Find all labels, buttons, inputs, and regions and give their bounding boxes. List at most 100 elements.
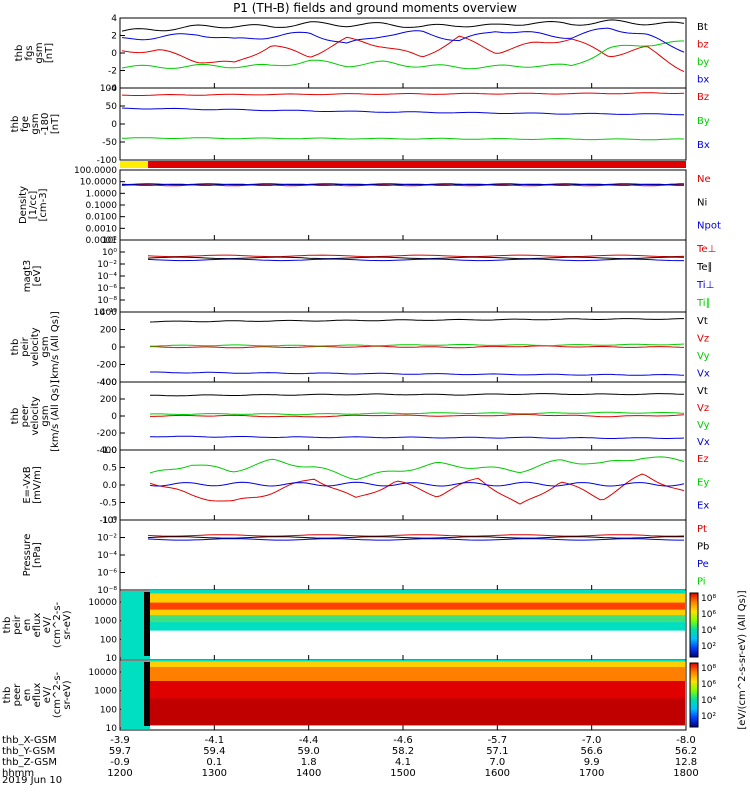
legend-peir-velocity-Vx: Vx bbox=[697, 369, 710, 380]
trace-magt3-2 bbox=[147, 258, 684, 262]
xaxis-value: 1700 bbox=[579, 768, 604, 779]
ylabel-density: Density bbox=[18, 186, 29, 224]
ytick-label-fge-gsm: -100 bbox=[97, 156, 118, 166]
heatmap-band-peir-eflux-4 bbox=[150, 615, 685, 624]
heatmap-gap-peir-eflux bbox=[144, 592, 150, 656]
heatmap-band-peer-eflux-0 bbox=[150, 660, 685, 663]
ytick-label-peir-velocity: -200 bbox=[97, 361, 118, 371]
series-peer-velocity-Vx bbox=[149, 435, 685, 439]
ylabel-peer-eflux: eV/ bbox=[42, 686, 53, 703]
xaxis-value: 59.0 bbox=[298, 746, 320, 757]
colorbar-tick-7: 10² bbox=[701, 712, 716, 722]
series-fgs-gsm-by bbox=[121, 40, 684, 70]
ytick-label-peir-velocity: 400 bbox=[100, 308, 117, 318]
ylabel-fgs-gsm: gsm bbox=[34, 42, 45, 63]
ylabel-peer-velocity: [km/s (All Qs)] bbox=[50, 380, 61, 452]
xaxis-value: 1400 bbox=[296, 768, 321, 779]
legend-fgs-gsm-bz: bz bbox=[697, 40, 709, 51]
ytick-label-peer-velocity: 200 bbox=[100, 395, 117, 405]
ylabel-peer-eflux: sr-eV) bbox=[62, 680, 73, 709]
legend-pressure-2: Pe bbox=[697, 559, 709, 570]
xaxis-row-label: thb_Y-GSM bbox=[2, 746, 55, 757]
legend-peer-velocity-Vz: Vz bbox=[697, 403, 709, 414]
ytick-label-peer-eflux: 10000 bbox=[88, 668, 117, 678]
legend-peer-velocity-Vt: Vt bbox=[697, 386, 708, 397]
ylabel-peir-velocity: velocity bbox=[30, 327, 41, 366]
ytick-label-magt3: 10⁻⁴ bbox=[97, 272, 117, 282]
ylabel-peer-eflux: eflux bbox=[32, 683, 43, 708]
series-peer-velocity-Vt bbox=[150, 393, 685, 397]
legend-fge-gsm-Bx: Bx bbox=[697, 140, 710, 151]
colorbar-tick-6: 10⁴ bbox=[701, 696, 716, 706]
ytick-label-density: 10.0000 bbox=[80, 178, 117, 188]
ytick-label-pressure: 10⁻⁸ bbox=[97, 586, 117, 596]
heatmap-band-peir-eflux-5 bbox=[150, 622, 685, 632]
ytick-label-density: 0.0100 bbox=[86, 213, 118, 223]
ytick-label-peer-velocity: -200 bbox=[97, 429, 118, 439]
legend-pressure-1: Pb bbox=[697, 542, 709, 553]
legend-peer-velocity-Vy: Vy bbox=[697, 420, 710, 431]
series-E-field-Ez bbox=[149, 473, 685, 505]
series-fge-gsm-Bz bbox=[121, 92, 685, 96]
panel-frame-density bbox=[119, 169, 687, 241]
legend-magt3-1: Te∥ bbox=[696, 262, 713, 273]
xaxis-value: 56.2 bbox=[675, 746, 697, 757]
ytick-label-peer-eflux: 10 bbox=[106, 724, 118, 734]
ylabel-peir-velocity: peir bbox=[20, 336, 31, 356]
ylabel-peer-eflux: (cm^2-s- bbox=[52, 671, 63, 718]
xaxis-value: -3.9 bbox=[110, 735, 130, 746]
series-peir-velocity-Vz bbox=[150, 345, 685, 349]
ylabel-fgs-gsm: fgs bbox=[24, 45, 35, 60]
heatmap-band-peer-eflux-4 bbox=[150, 698, 685, 726]
ytick-label-peir-velocity: -400 bbox=[97, 378, 118, 388]
xaxis-value: 1300 bbox=[202, 768, 227, 779]
legend-fge-gsm-By: By bbox=[697, 116, 710, 127]
ylabel-magt3: [eV] bbox=[32, 266, 43, 287]
legend-E-field-Ex: Ex bbox=[697, 501, 709, 512]
panel-frame-fge-gsm bbox=[119, 87, 687, 161]
legend-E-field-Ez: Ez bbox=[697, 454, 709, 465]
ytick-label-peer-eflux: 1000 bbox=[94, 687, 117, 697]
ylabel-peir-eflux: sr-eV) bbox=[62, 610, 73, 639]
colorbar-tick-0: 10⁸ bbox=[701, 594, 716, 604]
colorbar-label: [eV/(cm^2-s-sr-eV) (All Qs)] bbox=[737, 590, 748, 729]
series-fgs-gsm-bz bbox=[121, 35, 685, 73]
ylabel-peir-eflux: en bbox=[22, 619, 33, 632]
ytick-label-fge-gsm: 100 bbox=[100, 84, 117, 94]
ylabel-fgs-gsm: thb bbox=[14, 45, 25, 62]
xaxis-value: -4.1 bbox=[205, 735, 225, 746]
heatmap-band-peir-eflux-1 bbox=[150, 593, 685, 604]
ytick-label-fgs-gsm: -2 bbox=[108, 67, 117, 77]
legend-peir-velocity-Vy: Vy bbox=[697, 351, 710, 362]
series-fgs-gsm-Bt bbox=[121, 19, 685, 32]
xaxis-value: 58.2 bbox=[392, 746, 414, 757]
legend-fgs-gsm-bx: bx bbox=[697, 75, 709, 86]
xaxis-value: -4.6 bbox=[393, 735, 413, 746]
ylabel-peer-eflux: thb bbox=[2, 687, 13, 704]
ylabel-fge-gsm: fge bbox=[20, 116, 31, 132]
ytick-label-E-field: 0.5 bbox=[103, 464, 117, 474]
series-fgs-gsm-bx bbox=[121, 27, 685, 53]
heatmap-band-peer-eflux-3 bbox=[150, 681, 685, 700]
series-density-Npot bbox=[121, 183, 684, 186]
ytick-label-pressure: 10⁰ bbox=[102, 516, 117, 526]
xaxis-value: -8.0 bbox=[676, 735, 696, 746]
xaxis-value: 1500 bbox=[390, 768, 415, 779]
ylabel-peir-eflux: thb bbox=[2, 617, 13, 634]
legend-pressure-0: Pt bbox=[697, 524, 707, 535]
ylabel-pressure: Pressure bbox=[22, 534, 33, 577]
legend-magt3-0: Te⊥ bbox=[696, 244, 716, 255]
ylabel-peer-eflux: peer bbox=[12, 683, 23, 707]
heatmap-band-peer-eflux-2 bbox=[150, 667, 685, 682]
series-peer-velocity-Vy bbox=[149, 411, 685, 416]
trace-pressure-1 bbox=[147, 536, 685, 539]
ylabel-peer-velocity: gsm bbox=[40, 405, 51, 426]
status-bar-red bbox=[148, 161, 686, 168]
ytick-label-peer-velocity: -400 bbox=[97, 446, 118, 456]
ylabel-peir-velocity: [km/s (All Qs)] bbox=[50, 311, 61, 383]
chart-title: P1 (TH-B) fields and ground moments over… bbox=[233, 1, 517, 15]
xaxis-value: 1.8 bbox=[301, 757, 317, 768]
series-peir-velocity-Vt bbox=[149, 318, 684, 323]
ytick-label-peir-velocity: 0 bbox=[111, 343, 117, 353]
